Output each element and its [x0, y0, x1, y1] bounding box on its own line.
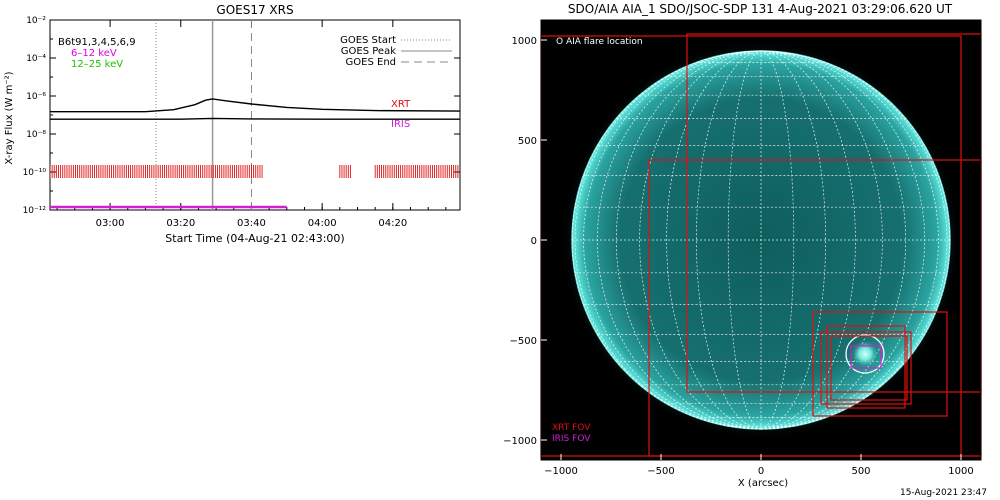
aia-y-tick-label: −500 [510, 336, 537, 347]
goes-x-axis-label: Start Time (04-Aug-21 02:43:00) [165, 232, 344, 245]
goes-y-axis-label: X-ray Flux (W m⁻²) [4, 71, 15, 164]
longitude-line [760, 50, 795, 430]
longitude-line [760, 50, 856, 430]
flare-brightening [851, 340, 879, 368]
goes-panel: GOES17 XRS 10⁻² 10⁻⁴ 10⁻⁶ 10⁻⁸ 10⁻¹⁰ 10⁻¹² 03… [4, 3, 461, 245]
goes-y-ticks: 10⁻² 10⁻⁴ 10⁻⁶ 10⁻⁸ 10⁻¹⁰ 10⁻¹² [23, 16, 460, 216]
goes-long-channel-line [50, 98, 460, 113]
longitude-line [727, 50, 762, 430]
xrt-fov-box [830, 335, 908, 401]
legend-6-12kev: 6–12 keV [71, 48, 117, 59]
aia-panel: SDO/AIA AIA_1 SDO/JSOC-SDP 131 4-Aug-202… [503, 2, 987, 498]
legend-12-25kev: 12–25 keV [71, 59, 123, 70]
longitude-line [760, 50, 926, 430]
goes-short-channel-line [50, 117, 460, 120]
aia-iris-fov-label: IRIS FOV [552, 434, 591, 444]
aia-y-tick-label: −1000 [503, 436, 537, 447]
aia-title: SDO/AIA AIA_1 SDO/JSOC-SDP 131 4-Aug-202… [568, 2, 953, 16]
aia-x-tick-label: 1000 [948, 466, 973, 477]
goes-title: GOES17 XRS [216, 3, 293, 17]
aia-xrt-fov-label: XRT FOV [552, 423, 591, 433]
aia-flare-legend: O AIA flare location [556, 37, 643, 47]
longitude-line [760, 50, 907, 430]
iris-coverage-label: IRIS [391, 119, 410, 130]
goes-y-tick-label: 10⁻¹² [23, 206, 47, 216]
longitude-line [583, 50, 762, 430]
goes-legend-left: B6t91,3,4,5,6,9 6–12 keV 12–25 keV [58, 37, 136, 70]
legend-goes-peak: GOES Peak [341, 46, 396, 57]
longitude-line [760, 50, 951, 430]
aia-x-axis-label: X (arcsec) [738, 478, 788, 489]
heliographic-grid [571, 50, 951, 430]
longitude-line [596, 50, 762, 430]
goes-event-lines [155, 20, 252, 210]
aia-y-tick-label: 0 [531, 236, 537, 247]
goes-y-tick-label: 10⁻² [26, 16, 46, 26]
iris-fov-box [850, 345, 882, 369]
legend-channels: B6t91,3,4,5,6,9 [58, 37, 136, 48]
goes-y-tick-label: 10⁻¹⁰ [23, 168, 47, 178]
longitude-line [571, 50, 762, 430]
aia-x-tick-label: −1000 [544, 466, 578, 477]
xrt-fov-box [812, 311, 948, 417]
aia-y-tick-label: 500 [518, 136, 537, 147]
goes-y-tick-label: 10⁻⁶ [26, 92, 46, 102]
xrt-fov-box [820, 331, 912, 405]
goes-x-tick-label: 04:20 [378, 218, 407, 229]
goes-y-tick-label: 10⁻⁸ [26, 130, 46, 140]
goes-coverage-bars [50, 165, 459, 209]
legend-goes-end: GOES End [346, 57, 396, 68]
longitude-line [666, 50, 762, 430]
aia-x-tick-label: 0 [758, 466, 764, 477]
goes-flux-series [50, 98, 460, 120]
flare-location [845, 334, 885, 374]
longitude-line [574, 50, 762, 430]
xrt-fov-box [826, 325, 906, 409]
goes-legend-right: GOES Start GOES Peak GOES End [340, 35, 452, 68]
goes-x-tick-label: 03:00 [96, 218, 125, 229]
aia-y-ticks: 1000 500 0 −500 −1000 [503, 36, 547, 447]
aia-y-tick-label: 1000 [512, 36, 537, 47]
goes-x-tick-label: 03:20 [166, 218, 195, 229]
aia-x-ticks: −1000 −500 0 500 1000 [544, 454, 974, 477]
xrt-coverage-label: XRT [391, 99, 411, 110]
goes-y-tick-label: 10⁻⁴ [26, 54, 46, 64]
goes-x-tick-label: 04:00 [308, 218, 337, 229]
longitude-line [615, 50, 762, 430]
flare-location-circle [845, 334, 885, 374]
aia-x-tick-label: 500 [851, 466, 870, 477]
legend-goes-start: GOES Start [340, 35, 396, 46]
footer-timestamp: 15-Aug-2021 23:47 [900, 488, 987, 498]
goes-x-tick-label: 03:40 [237, 218, 266, 229]
aia-x-tick-label: −500 [647, 466, 674, 477]
